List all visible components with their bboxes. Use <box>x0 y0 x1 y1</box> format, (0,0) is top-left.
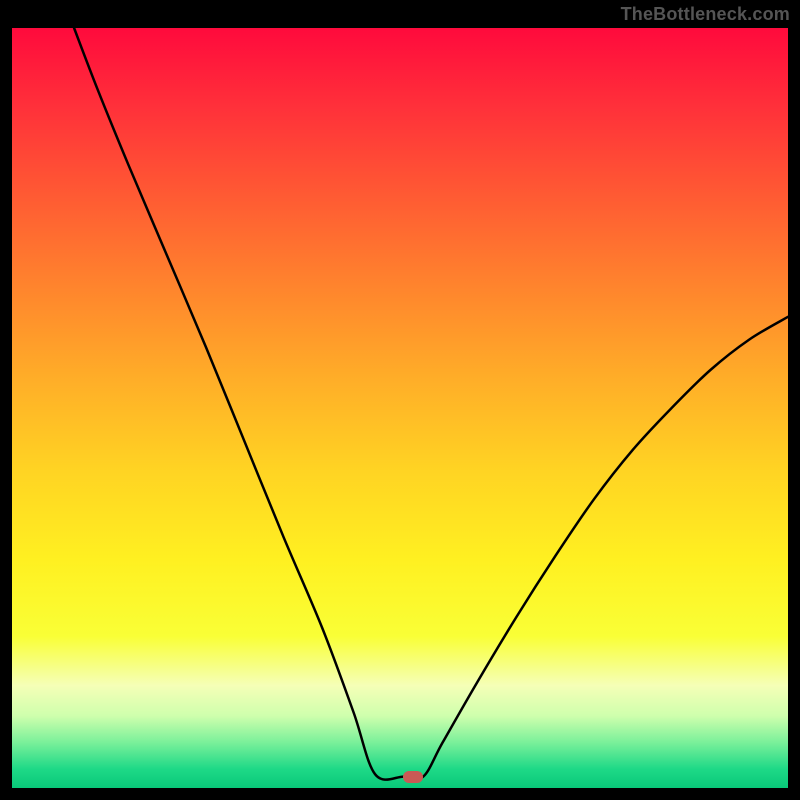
chart-frame: TheBottleneck.com <box>0 0 800 800</box>
optimum-marker <box>403 771 423 783</box>
plot-svg <box>0 0 800 800</box>
watermark-label: TheBottleneck.com <box>621 4 790 25</box>
